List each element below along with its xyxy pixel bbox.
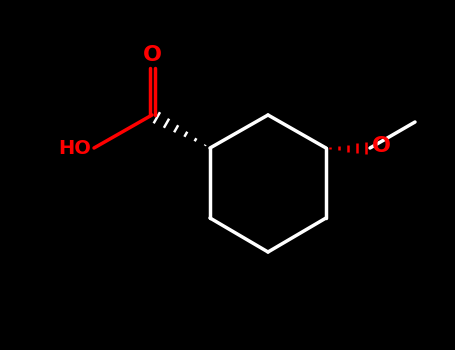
Text: O: O xyxy=(142,45,162,65)
Text: HO: HO xyxy=(58,139,91,158)
Text: O: O xyxy=(372,136,391,156)
